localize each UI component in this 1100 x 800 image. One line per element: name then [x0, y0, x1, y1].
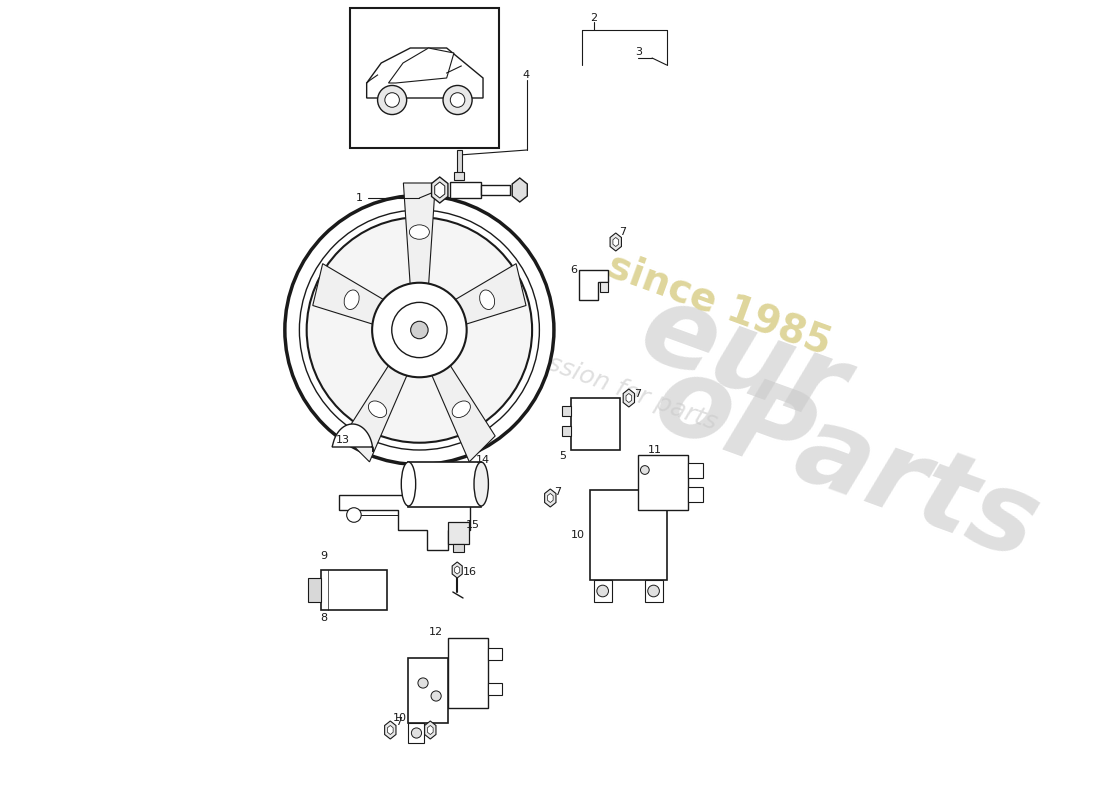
Bar — [591, 490, 667, 580]
Polygon shape — [454, 172, 464, 180]
Polygon shape — [312, 264, 396, 330]
Text: 4: 4 — [522, 70, 530, 80]
Polygon shape — [332, 424, 373, 452]
Text: 12: 12 — [429, 627, 443, 637]
Polygon shape — [308, 578, 321, 602]
Polygon shape — [452, 562, 462, 578]
Text: 10: 10 — [571, 530, 585, 540]
Text: 7: 7 — [396, 717, 403, 727]
Text: 13: 13 — [337, 435, 350, 445]
Bar — [594, 580, 612, 602]
Circle shape — [450, 93, 465, 107]
Polygon shape — [454, 566, 460, 574]
Text: 1: 1 — [356, 193, 363, 203]
Circle shape — [431, 691, 441, 701]
Text: a passion for parts: a passion for parts — [493, 333, 720, 435]
Circle shape — [392, 302, 447, 358]
Circle shape — [597, 585, 608, 597]
Text: since 1985: since 1985 — [602, 246, 836, 362]
Polygon shape — [624, 389, 635, 407]
Circle shape — [285, 195, 554, 465]
Polygon shape — [434, 182, 444, 198]
Circle shape — [443, 86, 472, 114]
Text: 7: 7 — [634, 389, 641, 399]
Polygon shape — [544, 489, 556, 507]
Circle shape — [411, 728, 421, 738]
Polygon shape — [600, 282, 608, 292]
Circle shape — [377, 86, 407, 114]
Circle shape — [307, 218, 532, 442]
Polygon shape — [408, 462, 481, 507]
Bar — [488, 683, 502, 695]
Circle shape — [299, 210, 539, 450]
Text: 8: 8 — [320, 613, 327, 623]
Bar — [645, 580, 663, 602]
Polygon shape — [387, 726, 393, 734]
Text: 9: 9 — [320, 551, 327, 561]
Circle shape — [346, 508, 361, 522]
Circle shape — [648, 585, 659, 597]
Polygon shape — [431, 177, 448, 203]
Ellipse shape — [402, 462, 416, 506]
Polygon shape — [513, 178, 527, 202]
Ellipse shape — [452, 401, 471, 418]
Text: eur: eur — [626, 274, 859, 446]
Bar — [449, 522, 469, 544]
Bar — [562, 406, 571, 416]
Polygon shape — [366, 48, 483, 98]
Polygon shape — [340, 495, 471, 550]
Polygon shape — [481, 185, 510, 195]
Text: 11: 11 — [648, 445, 662, 455]
Polygon shape — [443, 264, 526, 330]
Text: oParts: oParts — [641, 346, 1053, 582]
Polygon shape — [626, 394, 631, 402]
Text: 3: 3 — [636, 47, 642, 57]
Bar — [638, 455, 689, 510]
Bar — [689, 463, 703, 478]
Ellipse shape — [368, 401, 386, 418]
Text: 10: 10 — [393, 713, 407, 723]
Text: 2: 2 — [591, 13, 597, 23]
Polygon shape — [450, 182, 481, 198]
Polygon shape — [458, 150, 462, 175]
Bar — [408, 658, 449, 723]
Text: 14: 14 — [475, 455, 490, 465]
Polygon shape — [343, 354, 410, 462]
Polygon shape — [613, 238, 618, 246]
Text: 5: 5 — [559, 451, 566, 461]
Bar — [562, 426, 571, 436]
Circle shape — [640, 466, 649, 474]
Bar — [571, 398, 620, 450]
Polygon shape — [580, 270, 608, 300]
Bar — [689, 487, 703, 502]
Polygon shape — [385, 721, 396, 739]
Text: 6: 6 — [570, 265, 578, 275]
Circle shape — [418, 678, 428, 688]
Bar — [449, 638, 488, 708]
Ellipse shape — [474, 462, 488, 506]
Text: 7: 7 — [554, 487, 561, 497]
Polygon shape — [610, 233, 621, 251]
Circle shape — [410, 322, 428, 338]
Polygon shape — [548, 494, 553, 502]
Polygon shape — [404, 183, 436, 292]
Polygon shape — [428, 726, 433, 734]
Bar — [453, 544, 464, 552]
Polygon shape — [429, 354, 495, 462]
Ellipse shape — [409, 225, 429, 239]
Bar — [350, 8, 499, 148]
Circle shape — [372, 282, 466, 378]
Ellipse shape — [344, 290, 360, 310]
Bar — [408, 723, 425, 743]
Text: 16: 16 — [463, 567, 477, 577]
Text: 7: 7 — [619, 227, 627, 237]
Ellipse shape — [480, 290, 495, 310]
Bar — [488, 648, 502, 660]
Polygon shape — [425, 721, 436, 739]
Polygon shape — [321, 570, 387, 610]
Circle shape — [385, 93, 399, 107]
Polygon shape — [388, 48, 454, 83]
Text: 15: 15 — [465, 520, 480, 530]
